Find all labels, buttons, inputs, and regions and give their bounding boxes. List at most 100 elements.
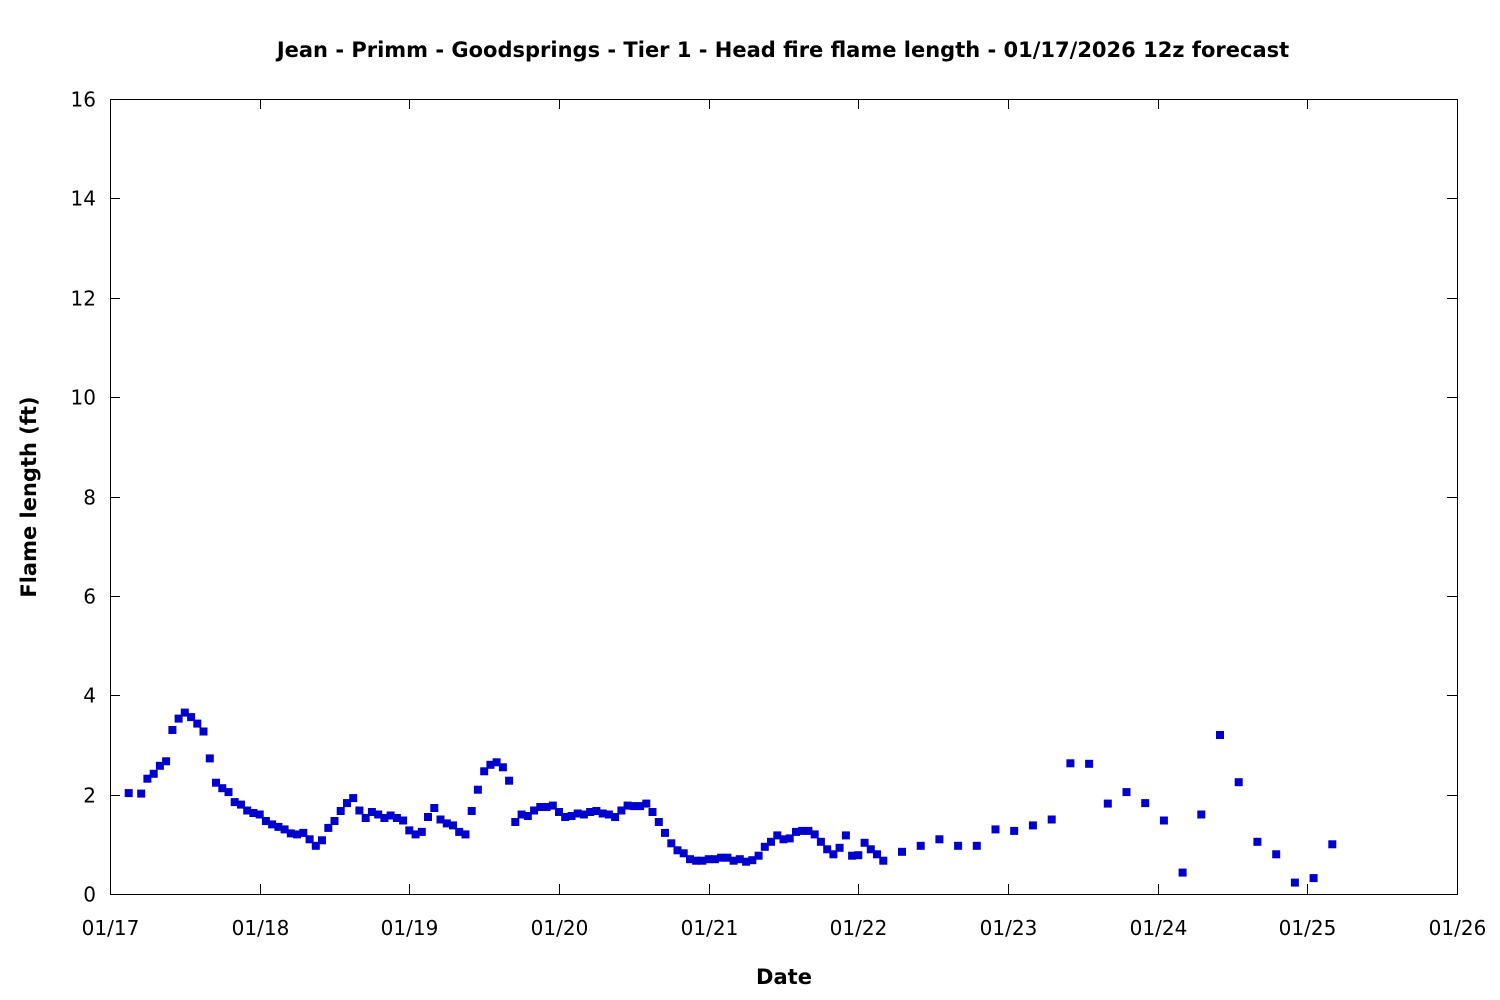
data-point	[848, 851, 857, 860]
data-point	[823, 845, 832, 854]
data-point	[336, 807, 345, 815]
data-point	[237, 800, 245, 809]
chart-title: Jean - Primm - Goodsprings - Tier 1 - He…	[275, 38, 1289, 62]
data-point	[430, 804, 439, 812]
x-tick-label: 01/19	[381, 916, 439, 940]
data-point	[212, 778, 220, 787]
data-point	[835, 843, 844, 852]
data-point	[841, 831, 850, 840]
data-point	[773, 831, 782, 840]
data-point	[249, 809, 258, 817]
data-point	[1141, 799, 1150, 808]
data-point	[1122, 788, 1131, 797]
data-point	[636, 802, 645, 811]
y-tick-label: 0	[83, 883, 96, 907]
plot-frame	[110, 99, 1458, 895]
data-point	[455, 827, 464, 836]
data-point	[879, 856, 888, 865]
data-point	[174, 714, 183, 723]
data-point	[760, 842, 769, 851]
data-point	[767, 837, 775, 846]
data-point	[579, 810, 588, 819]
data-point	[517, 810, 526, 819]
x-tick-label: 01/24	[1130, 916, 1188, 940]
x-axis: 01/17 01/18 01/19 01/20 01/21 01/22 01/23 01/24…	[82, 99, 1487, 940]
data-point	[168, 726, 177, 734]
data-point	[293, 830, 302, 839]
data-point	[498, 763, 507, 772]
data-point	[717, 853, 726, 862]
data-point	[642, 799, 651, 808]
data-point	[735, 855, 744, 864]
data-point	[405, 826, 414, 835]
data-point	[898, 847, 906, 856]
data-point	[561, 813, 570, 821]
data-point	[467, 807, 476, 815]
data-point	[311, 841, 320, 850]
data-point	[1216, 731, 1224, 739]
data-point	[386, 811, 395, 820]
data-point	[1253, 837, 1262, 846]
data-point	[1159, 816, 1168, 825]
data-point	[692, 856, 701, 865]
data-point	[816, 837, 825, 846]
data-point	[829, 850, 838, 859]
data-point	[305, 835, 314, 844]
data-point	[1066, 759, 1075, 768]
y-tick-label: 2	[83, 784, 96, 808]
data-point	[916, 841, 925, 850]
x-tick-label: 01/22	[830, 916, 888, 940]
data-point	[530, 806, 539, 815]
data-point	[505, 776, 514, 785]
data-point	[318, 836, 326, 845]
data-point	[1197, 810, 1206, 819]
data-point	[243, 806, 252, 815]
data-point	[598, 809, 607, 818]
data-point	[648, 808, 657, 816]
data-point	[180, 708, 189, 717]
y-tick-label: 4	[83, 684, 96, 708]
data-point	[954, 841, 963, 850]
data-point	[255, 810, 264, 819]
data-point	[137, 789, 146, 798]
x-tick-label: 01/18	[232, 916, 290, 940]
data-point	[392, 814, 401, 822]
data-point	[536, 803, 545, 811]
data-point	[798, 826, 807, 835]
data-point	[280, 825, 289, 834]
data-point	[991, 825, 1000, 834]
data-point	[286, 829, 295, 838]
data-point	[1234, 778, 1243, 787]
data-point	[710, 855, 719, 864]
data-point	[380, 814, 389, 822]
data-point	[723, 853, 732, 862]
data-point	[274, 822, 283, 831]
data-point	[399, 816, 408, 825]
data-point	[860, 838, 869, 847]
data-point	[704, 855, 713, 864]
data-point	[492, 758, 501, 767]
data-point	[361, 814, 370, 822]
data-point	[1309, 874, 1318, 883]
data-point	[604, 810, 613, 819]
data-point	[586, 808, 595, 816]
data-point	[436, 815, 445, 824]
data-point	[261, 817, 270, 825]
data-point	[661, 828, 669, 837]
data-point	[866, 845, 875, 854]
data-point	[523, 812, 532, 820]
data-point	[199, 727, 208, 736]
data-point	[555, 808, 563, 816]
data-point	[785, 834, 794, 843]
data-point	[324, 823, 333, 832]
data-points	[124, 708, 1337, 887]
data-point	[548, 801, 557, 810]
x-tick-label: 01/26	[1429, 916, 1487, 940]
data-point	[698, 856, 707, 865]
data-point	[1290, 878, 1299, 887]
data-point	[1085, 759, 1094, 768]
data-point	[230, 798, 239, 807]
data-point	[1010, 826, 1019, 835]
y-tick-label: 6	[83, 585, 96, 609]
